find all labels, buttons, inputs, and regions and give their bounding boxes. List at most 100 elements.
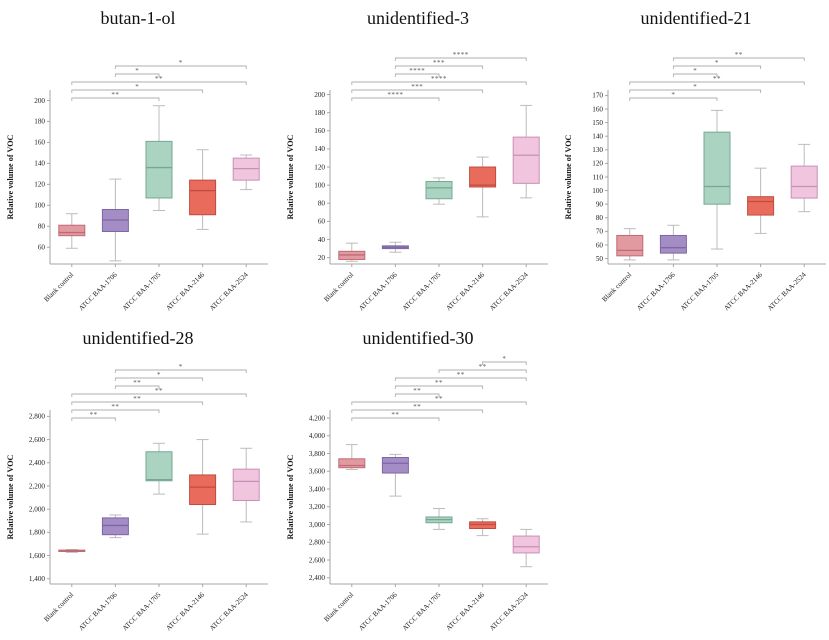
y-axis-label: Relative volume of VOC [6, 454, 15, 539]
boxplot-svg-unidentified-3: 20 40 60 80 100 120 140 160 180 200 Relative volum… [286, 51, 548, 312]
box [232, 468, 260, 501]
y-axis-ticks: 50 60 70 80 90 100 110 120 130 140 150 160 170 [592, 92, 608, 263]
y-tick-label: 2,800 [29, 413, 46, 421]
x-tick-label: ATCC BAA-1706 [77, 590, 119, 632]
y-tick-label: 160 [314, 127, 325, 135]
y-tick-label: 100 [314, 181, 325, 189]
significance-bracket: * [672, 59, 762, 69]
y-tick-label: 70 [596, 228, 604, 236]
box [790, 165, 818, 199]
box [616, 234, 644, 257]
box [659, 234, 687, 254]
y-tick-label: 60 [596, 241, 604, 249]
significance-label: * [693, 67, 697, 75]
box-group-ATCC-BAA-1706 [659, 224, 687, 261]
significance-bracket: **** [351, 75, 527, 85]
y-tick-label: 2,400 [309, 574, 326, 582]
whiskers [389, 453, 402, 497]
x-tick-label: ATCC BAA-1706 [357, 590, 399, 632]
significance-label: **** [453, 51, 469, 59]
significance-label: *** [433, 59, 445, 67]
significance-bracket: ** [114, 379, 160, 389]
y-tick-label: 3,000 [309, 521, 326, 529]
box-group-Blank-control [338, 444, 366, 470]
y-tick-label: 120 [34, 181, 45, 189]
box [189, 179, 217, 216]
significance-bracket: ** [394, 379, 484, 389]
y-tick-label: 60 [38, 244, 46, 252]
y-tick-label: 80 [38, 223, 46, 231]
whiskers [798, 143, 811, 213]
box [58, 224, 86, 237]
box-group-ATCC-BAA-1706 [381, 241, 409, 253]
y-axis-ticks: 20 40 60 80 100 120 140 160 180 200 [314, 91, 330, 262]
box-group-ATCC-BAA-2146 [469, 518, 497, 537]
box-group-ATCC-BAA-2146 [189, 439, 217, 535]
whiskers [109, 178, 122, 262]
significance-bracket: ** [71, 91, 160, 101]
y-tick-label: 2,800 [309, 539, 326, 547]
empty-cell [558, 320, 829, 640]
significance-bracket: ** [71, 411, 116, 421]
y-tick-label: 3,600 [309, 468, 326, 476]
significance-bracket: * [629, 91, 718, 101]
significance-bracket: ** [351, 395, 527, 405]
x-tick-label: ATCC BAA-2524 [488, 590, 530, 632]
whiskers [433, 508, 445, 530]
y-tick-label: 100 [592, 187, 603, 195]
significance-bracket: **** [394, 51, 527, 61]
y-tick-label: 80 [596, 214, 604, 222]
significance-label: ** [735, 51, 743, 59]
y-tick-label: 180 [34, 118, 45, 126]
boxplot-unidentified-28: unidentified-28 1,400 1,600 1,800 2,000 2,20… [0, 320, 276, 640]
significance-bracket: ** [672, 51, 805, 61]
box-group-ATCC-BAA-1705 [145, 442, 173, 495]
x-tick-label: ATCC BAA-1706 [635, 270, 677, 312]
significance-bracket: ** [71, 387, 247, 397]
significance-label: ** [435, 395, 443, 403]
y-tick-label: 100 [34, 202, 45, 210]
whiskers [153, 105, 165, 212]
boxplot-butan-1-ol: butan-1-ol 60 80 100 120 140 160 180 200 Relativ… [0, 0, 276, 320]
x-axis-ticks: Blank control ATCC BAA-1706 ATCC BAA-1705 A… [600, 264, 808, 312]
significance-bracket: * [71, 83, 204, 93]
y-tick-label: 2,000 [29, 505, 46, 513]
box-group-ATCC-BAA-2524 [512, 528, 540, 568]
significance-label: * [157, 371, 161, 379]
box-group-Blank-control [58, 213, 86, 249]
significance-label: * [671, 91, 675, 99]
box-group-ATCC-BAA-1705 [425, 177, 453, 205]
x-tick-label: ATCC BAA-2524 [766, 270, 808, 312]
box-group-ATCC-BAA-2146 [747, 167, 775, 234]
x-tick-label: Blank control [322, 271, 355, 304]
whiskers [667, 224, 680, 261]
significance-bracket: ** [351, 411, 440, 421]
box [145, 140, 173, 199]
y-tick-label: 170 [592, 92, 603, 100]
whiskers [623, 228, 636, 261]
y-tick-label: 1,400 [29, 575, 46, 583]
significance-label: ** [435, 379, 443, 387]
x-tick-label: ATCC BAA-2524 [208, 590, 250, 632]
y-tick-label: 120 [592, 160, 603, 168]
significance-label: * [693, 83, 697, 91]
y-tick-label: 140 [592, 133, 603, 141]
significance-label: ** [133, 395, 141, 403]
box [145, 451, 173, 482]
y-tick-label: 90 [596, 200, 604, 208]
box-group-ATCC-BAA-2146 [189, 149, 217, 230]
significance-bracket: * [114, 363, 247, 373]
x-tick-label: Blank control [600, 271, 633, 304]
y-tick-label: 2,600 [29, 436, 46, 444]
significance-label: ** [111, 403, 119, 411]
whiskers [476, 156, 489, 218]
boxplot-unidentified-21: unidentified-21 50 60 70 80 90 100 110 120 130 14… [558, 0, 829, 320]
whiskers [196, 439, 209, 535]
boxplot-svg-butan-1-ol: 60 80 100 120 140 160 180 200 Relative volume of… [6, 59, 268, 312]
y-tick-label: 3,200 [309, 503, 326, 511]
y-axis-label: Relative volume of VOC [6, 134, 15, 219]
boxplot-svg-unidentified-30: 2,400 2,600 2,800 3,000 3,200 3,400 3,600 3,800… [286, 355, 548, 632]
significance-bracket: **** [394, 67, 440, 77]
y-tick-label: 150 [592, 119, 603, 127]
significance-bracket: ** [394, 387, 440, 397]
